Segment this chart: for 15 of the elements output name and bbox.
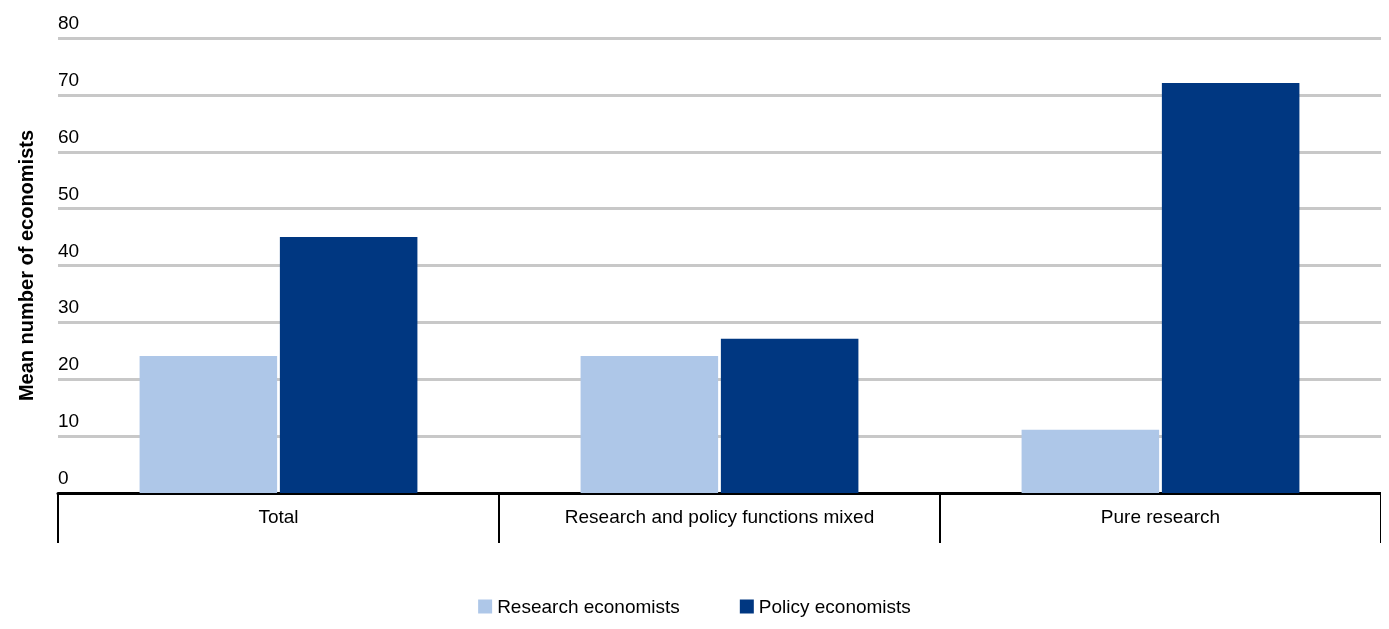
y-tick-label: 20: [58, 353, 80, 375]
x-tick-label: Total: [258, 506, 299, 527]
x-tick-label: Research and policy functions mixed: [564, 506, 875, 527]
y-tick-label: 60: [58, 125, 80, 147]
y-tick-label: 80: [58, 12, 80, 33]
y-tick-label: 50: [58, 182, 80, 204]
x-tick-label: Pure research: [1100, 506, 1221, 527]
y-tick-label: 70: [58, 68, 80, 90]
y-tick-label: 30: [58, 296, 80, 318]
y-tick-label: 0: [58, 467, 69, 488]
y-tick-label: 10: [58, 410, 80, 432]
y-axis-title: Mean number of economists: [15, 129, 37, 402]
y-tick-label: 40: [58, 239, 80, 261]
legend-label: Policy economists: [758, 596, 911, 617]
legend-label: Research economists: [497, 596, 680, 617]
